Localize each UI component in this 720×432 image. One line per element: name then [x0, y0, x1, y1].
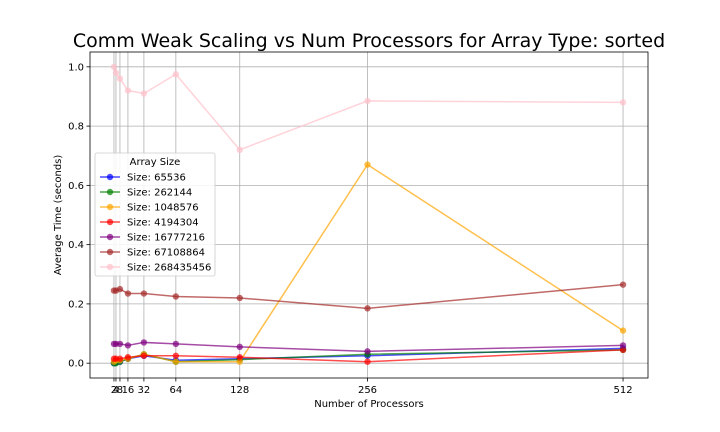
y-axis: 0.0 0.2 0.4 0.6 0.8 1.0	[68, 62, 90, 370]
y-tick-label: 1.0	[68, 62, 84, 73]
data-point	[172, 352, 180, 359]
data-point	[236, 294, 243, 302]
x-tick-label: 8	[117, 385, 123, 396]
data-point	[172, 71, 180, 78]
data-point	[172, 358, 180, 365]
series-lines	[110, 63, 627, 367]
x-tick-label: 64	[169, 385, 182, 396]
x-tick-label: 512	[613, 385, 632, 396]
data-point	[116, 355, 124, 362]
legend-label: Size: 262144	[127, 188, 192, 199]
data-point	[112, 69, 120, 76]
legend-label: Size: 16777216	[127, 233, 205, 244]
legend-item: Size: 1048576	[100, 203, 199, 214]
legend-label: Size: 4194304	[127, 218, 199, 229]
y-tick-label: 0.6	[68, 181, 84, 192]
data-point	[236, 354, 243, 361]
legend-label: Size: 268435456	[127, 263, 211, 274]
legend-item: Size: 65536	[100, 173, 186, 184]
x-axis-label: Number of Processors	[314, 399, 424, 410]
legend-swatch-marker	[106, 263, 114, 271]
x-tick-label: 32	[138, 385, 151, 396]
y-axis-label: Average Time (seconds)	[53, 155, 64, 276]
series-6	[110, 281, 627, 312]
data-point	[124, 342, 132, 349]
data-point	[124, 354, 132, 361]
data-point	[364, 97, 371, 105]
data-point	[140, 90, 148, 97]
y-tick-label: 0.4	[68, 240, 84, 251]
x-tick-label: 4	[113, 385, 119, 396]
legend-swatch-marker	[106, 188, 114, 196]
data-point	[619, 346, 627, 354]
data-point	[124, 87, 132, 94]
data-point	[140, 352, 148, 359]
data-point	[619, 327, 627, 334]
legend-item: Size: 268435456	[100, 263, 211, 274]
data-point	[364, 305, 371, 312]
legend-item: Size: 16777216	[100, 233, 205, 244]
data-point	[236, 358, 243, 365]
legend-label: Size: 65536	[127, 173, 186, 184]
data-point	[619, 99, 627, 106]
data-point	[124, 290, 132, 297]
x-tick-label: 2	[111, 385, 117, 396]
legend-frame	[94, 152, 216, 277]
y-tick-label: 0.0	[68, 359, 84, 370]
data-point	[236, 146, 243, 153]
data-point	[172, 340, 180, 348]
data-point	[116, 340, 124, 348]
data-point	[116, 75, 124, 82]
data-point	[110, 63, 118, 71]
legend-item: Size: 4194304	[100, 218, 199, 229]
series-5	[110, 339, 627, 355]
plot-area-frame	[89, 51, 649, 379]
y-tick-label: 0.2	[68, 299, 84, 310]
data-point	[619, 342, 627, 349]
legend-swatch-marker	[106, 173, 114, 181]
legend-swatch-marker	[106, 203, 114, 211]
x-tick-label: 256	[358, 385, 377, 396]
data-point	[619, 281, 627, 288]
data-point	[172, 293, 180, 300]
legend-swatch-marker	[106, 248, 114, 256]
legend-item: Size: 67108864	[100, 248, 205, 259]
legend-item: Size: 262144	[100, 188, 192, 199]
data-point	[364, 348, 371, 355]
legend: Array Size Size: 65536 Size: 262144 Size: 1…	[94, 152, 216, 277]
legend-label: Size: 67108864	[127, 248, 205, 259]
data-point	[364, 358, 371, 365]
data-point	[140, 290, 148, 297]
data-point	[236, 343, 243, 351]
legend-swatch-marker	[106, 233, 114, 241]
x-tick-label: 128	[230, 385, 249, 396]
legend-title: Array Size	[130, 157, 181, 168]
series-4	[110, 346, 627, 365]
legend-label: Size: 1048576	[127, 203, 199, 214]
series-7	[110, 63, 627, 153]
data-point	[364, 161, 371, 168]
data-point	[116, 285, 124, 293]
data-point	[140, 339, 148, 346]
chart-title: Comm Weak Scaling vs Num Processors for …	[73, 30, 665, 52]
legend-swatch-marker	[106, 218, 114, 226]
x-tick-label: 16	[122, 385, 135, 396]
y-tick-label: 0.8	[68, 122, 84, 133]
